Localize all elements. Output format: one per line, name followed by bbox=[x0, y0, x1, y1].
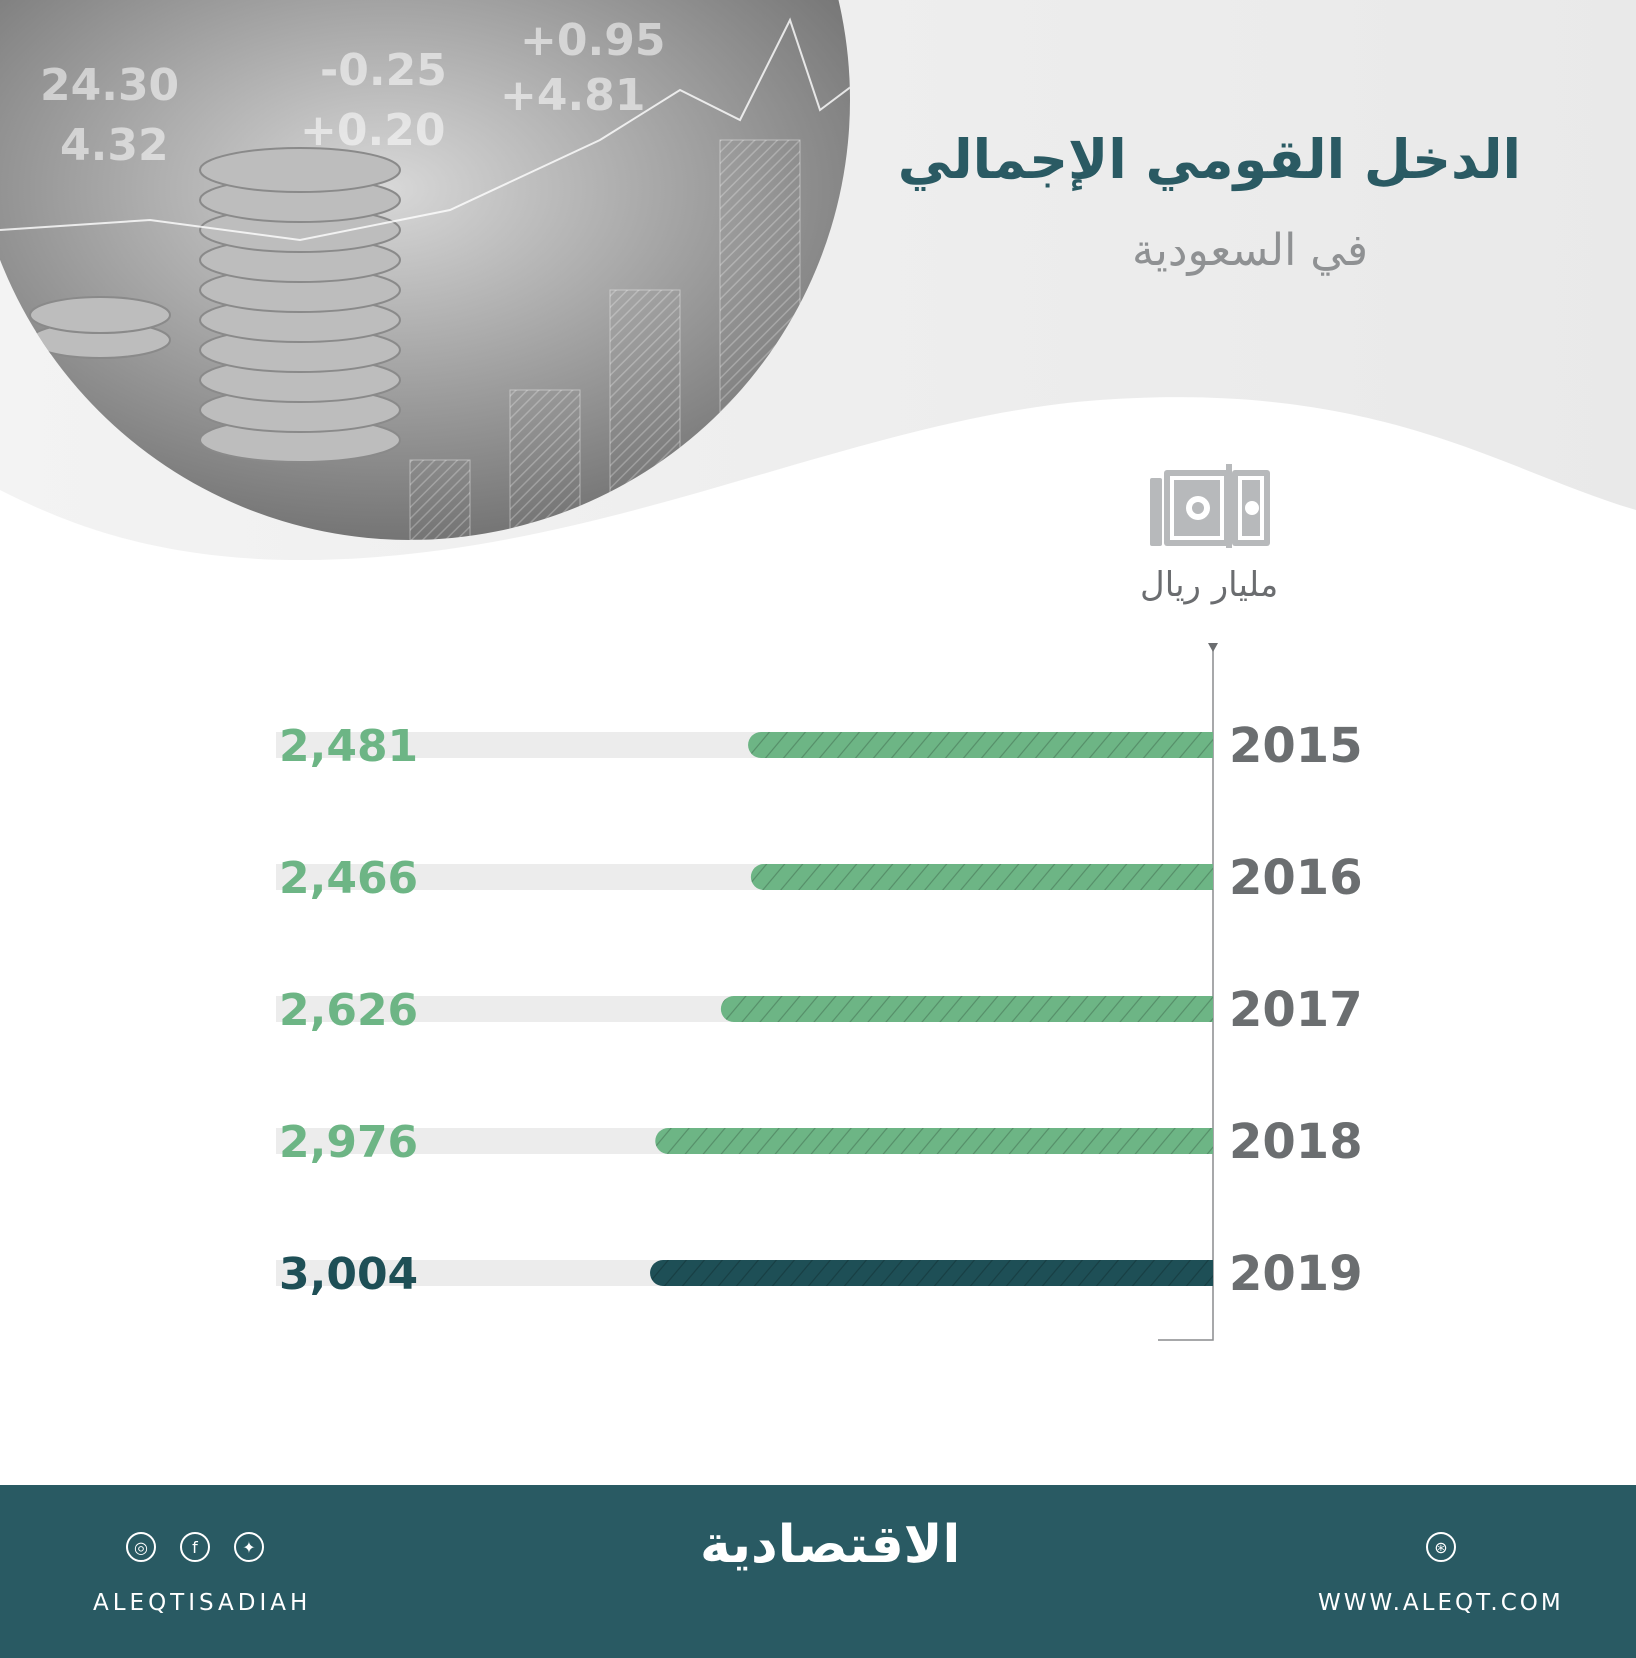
year-label-2017: 2017 bbox=[1229, 982, 1363, 1038]
axis-arrow bbox=[1208, 643, 1218, 652]
brand-logo: الاقتصادية bbox=[700, 1515, 961, 1575]
year-label-2016: 2016 bbox=[1229, 850, 1363, 906]
social-handle[interactable]: ALEQTISADIAH bbox=[93, 1590, 312, 1616]
value-label-2018: 2,976 bbox=[279, 1117, 418, 1168]
footer: ◎ f ✦ ALEQTISADIAH الاقتصادية ⊛ WWW.ALEQ… bbox=[0, 1485, 1636, 1658]
year-label-2018: 2018 bbox=[1229, 1114, 1363, 1170]
finance-hero-image: 24.30 4.32 -0.25 +0.20 +0.95 +4.81 bbox=[0, 0, 850, 540]
svg-text:+0.95: +0.95 bbox=[520, 15, 665, 66]
instagram-icon[interactable]: ◎ bbox=[126, 1532, 156, 1562]
bar-hatch-2015 bbox=[748, 732, 1213, 758]
dribbble-icon[interactable]: ⊛ bbox=[1426, 1532, 1456, 1562]
money-stack-icon bbox=[1150, 464, 1270, 548]
value-label-2015: 2,481 bbox=[279, 721, 418, 772]
bar-hatch-2018 bbox=[655, 1128, 1213, 1154]
svg-text:-0.25: -0.25 bbox=[320, 45, 447, 96]
value-label-2017: 2,626 bbox=[279, 985, 418, 1036]
facebook-icon[interactable]: f bbox=[180, 1532, 210, 1562]
twitter-icon[interactable]: ✦ bbox=[234, 1532, 264, 1562]
year-label-2019: 2019 bbox=[1229, 1246, 1363, 1302]
bar-hatch-2019 bbox=[650, 1260, 1213, 1286]
svg-text:+0.20: +0.20 bbox=[300, 105, 445, 156]
value-label-2016: 2,466 bbox=[279, 853, 418, 904]
page-title: الدخل القومي الإجمالي bbox=[897, 128, 1521, 191]
value-label-2019: 3,004 bbox=[279, 1249, 418, 1300]
year-label-2015: 2015 bbox=[1229, 718, 1363, 774]
page-subtitle: في السعودية bbox=[1132, 225, 1368, 276]
svg-text:4.32: 4.32 bbox=[60, 120, 169, 171]
bar-hatch-2016 bbox=[750, 864, 1213, 890]
svg-text:+4.81: +4.81 bbox=[500, 70, 645, 121]
bar-hatch-2017 bbox=[720, 996, 1213, 1022]
website-link[interactable]: WWW.ALEQT.COM bbox=[1318, 1590, 1564, 1616]
unit-label: مليار ريال bbox=[1140, 565, 1279, 605]
svg-text:24.30: 24.30 bbox=[40, 60, 179, 111]
gni-bar-chart: 2,481 2015 2,466 2016 2,626 2017 2,976 2018 3,00… bbox=[276, 643, 1363, 1341]
